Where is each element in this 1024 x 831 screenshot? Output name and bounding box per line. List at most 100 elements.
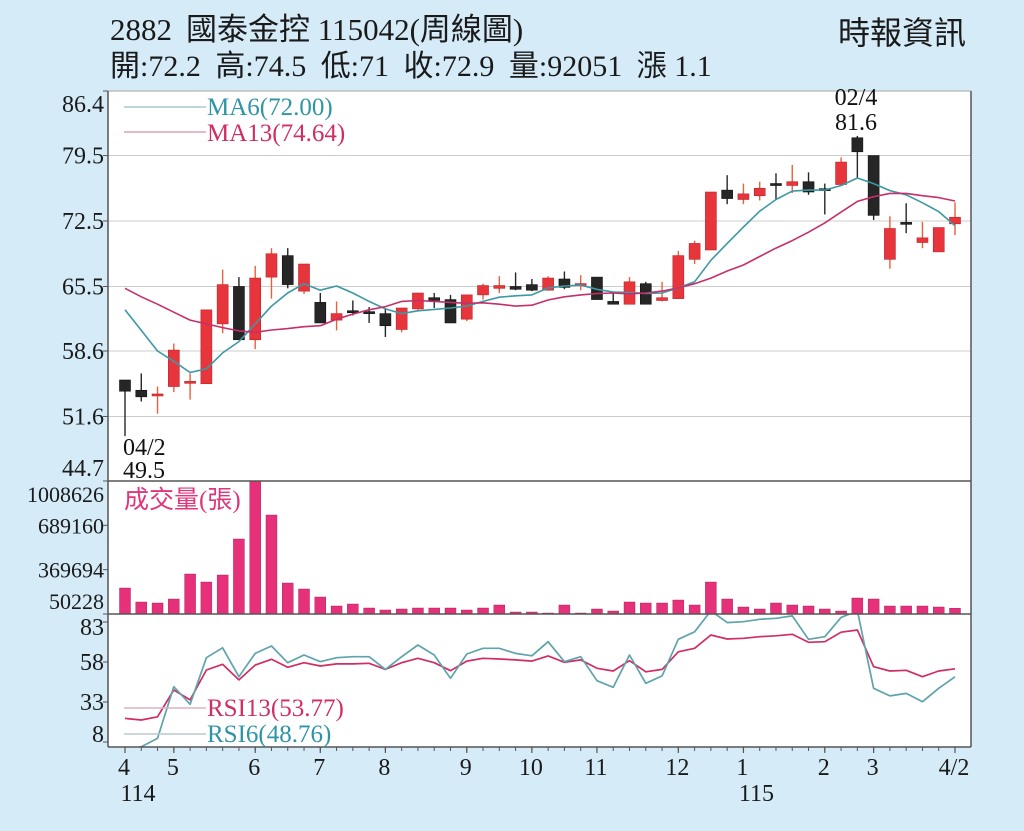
volume-bar	[688, 604, 701, 615]
volume-bar	[884, 605, 896, 615]
candle-body-up	[493, 285, 506, 289]
volume-bar	[786, 604, 798, 615]
volume-bar	[623, 601, 636, 615]
price-legend: MA6(72.00) MA13(74.64)	[124, 94, 345, 147]
volume-bar	[851, 597, 864, 615]
volume-bar	[282, 582, 294, 615]
candle-body-down	[900, 222, 912, 225]
rsi6-line	[135, 614, 956, 747]
x-axis-month-label: 2	[818, 755, 830, 781]
x-axis-year-label: 114	[120, 781, 155, 807]
candle-body-up	[753, 187, 766, 197]
x-axis-month-label: 9	[460, 755, 472, 781]
ma6-line	[124, 177, 956, 374]
volume-axis-label: 50228	[49, 589, 104, 614]
candlestick	[428, 293, 441, 308]
candlestick	[770, 173, 782, 200]
volume-bar	[184, 573, 196, 615]
volume-bar	[233, 538, 245, 615]
volume-bar	[770, 602, 782, 615]
candlestick	[721, 175, 733, 205]
volume-bar	[493, 604, 506, 615]
candlestick	[705, 191, 717, 251]
candle-body-down	[509, 286, 522, 290]
chart-title: 2882 國泰金控 115042(周線圖)	[110, 10, 523, 50]
rsi13-legend-label: RSI13(53.77)	[207, 695, 344, 722]
candlestick	[786, 164, 799, 193]
candle-body-up	[184, 381, 196, 384]
volume-bar	[656, 602, 668, 615]
candlestick	[867, 155, 880, 221]
candle-body-up	[249, 277, 261, 341]
quote-close: 收:72.9	[403, 50, 495, 83]
price-axis-label: 44.7	[62, 456, 104, 482]
quote-change: 漲 1.1	[636, 50, 712, 83]
ma13-line	[124, 192, 956, 334]
volume-bar	[867, 598, 880, 615]
volume-bar	[249, 480, 261, 615]
price-annotations: 02/4 81.6 04/2 49.5	[123, 85, 877, 484]
candle-body-up	[168, 349, 180, 387]
volume-bar	[591, 608, 603, 615]
candlestick	[200, 309, 213, 385]
candlestick	[802, 172, 815, 195]
moving-average-lines	[124, 177, 956, 374]
volume-bar	[395, 608, 408, 615]
x-axis-month-label: 5	[167, 755, 179, 781]
candle-body-up	[151, 393, 164, 397]
candlestick	[916, 221, 929, 249]
rsi-legend: RSI13(53.77) RSI6(48.76)	[124, 695, 344, 748]
price-axis-label: 58.6	[62, 339, 104, 365]
candlestick	[444, 294, 457, 324]
candle-body-up	[786, 181, 799, 186]
volume-bar	[444, 607, 457, 615]
candlestick	[168, 343, 180, 393]
volume-bar	[135, 601, 147, 615]
volume-bar	[330, 605, 343, 615]
candle-body-up	[200, 309, 213, 385]
volume-bar	[819, 608, 831, 615]
candlestick	[851, 135, 864, 178]
quote-high: 高:74.5	[215, 50, 307, 83]
candle-body-up	[705, 191, 717, 251]
chart-frame	[107, 90, 972, 748]
volume-bar	[168, 598, 180, 615]
volume-bar	[721, 598, 733, 615]
high-date-annotation: 02/4	[835, 85, 878, 111]
candle-body-up	[542, 277, 554, 291]
candlestick	[460, 294, 473, 322]
low-date-annotation: 04/2	[123, 435, 166, 461]
candlestick	[249, 265, 261, 350]
rsi6-legend-label: RSI6(48.76)	[207, 721, 331, 748]
chart-date: 115042	[317, 12, 410, 47]
volume-bar	[216, 574, 229, 615]
candlestick	[281, 248, 294, 289]
candlestick	[477, 283, 489, 300]
candle-body-down	[281, 255, 294, 285]
volume-bar	[737, 606, 750, 615]
volume-bar	[347, 603, 359, 615]
x-axis-month-label: 4/2	[939, 755, 970, 781]
volume-bar	[151, 602, 164, 615]
candlestick	[151, 386, 164, 414]
ma6-legend-label: MA6(72.00)	[207, 94, 333, 121]
quote-volume: 量:92051	[508, 50, 623, 83]
x-axis-month-label: 7	[313, 755, 325, 781]
candle-body-down	[526, 284, 538, 291]
volume-panel-title: 成交量(張)	[124, 486, 241, 514]
rsi13-line	[124, 629, 956, 721]
volume-axis-label: 1008626	[27, 482, 104, 507]
volume-bars	[119, 480, 961, 615]
candlestick	[932, 227, 945, 253]
candle-body-up	[672, 255, 685, 299]
candle-body-up	[884, 228, 896, 260]
candle-body-up	[216, 284, 229, 325]
volume-bar	[428, 607, 440, 615]
candlestick	[884, 216, 896, 269]
volume-bar	[477, 607, 489, 615]
candlestick	[395, 307, 408, 333]
price-axis-label: 86.4	[62, 92, 104, 118]
rsi-axis-label: 58	[80, 650, 104, 676]
candle-body-up	[477, 285, 489, 296]
candlestick	[265, 248, 278, 299]
